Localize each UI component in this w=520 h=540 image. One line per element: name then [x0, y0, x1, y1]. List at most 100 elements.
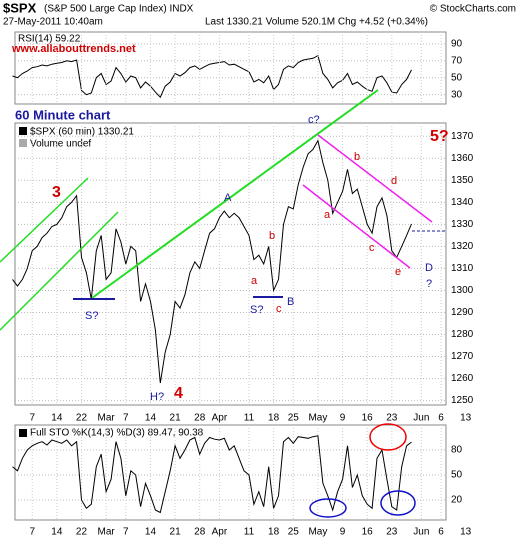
x-tick-label: 14	[145, 527, 157, 538]
wave-label: A	[224, 192, 232, 204]
x-tick-label: 23	[386, 413, 398, 424]
x-tick-label: 7	[29, 413, 35, 424]
highlight	[309, 498, 347, 518]
wave-label: b	[354, 151, 360, 163]
x-tick-label: 22	[76, 527, 88, 538]
source: © StockCharts.com	[430, 4, 516, 15]
y-tick-label: 1270	[451, 351, 474, 362]
sto-title: Full STO %K(14,3) %D(3) 89.47, 90.38	[30, 428, 204, 439]
y-tick-label: 1360	[451, 153, 474, 164]
y-tick-label: 1310	[451, 263, 474, 274]
y-tick-label: 1340	[451, 197, 474, 208]
x-tick-label: 11	[244, 527, 255, 538]
wave-label: c?	[308, 114, 320, 126]
price-subtitle: Volume undef	[30, 139, 91, 150]
price-title: $SPX (60 min) 1330.21	[30, 127, 134, 138]
x-tick-label: 6	[438, 413, 444, 424]
x-tick-label: 7	[123, 527, 129, 538]
x-tick-label: 11	[244, 413, 255, 424]
x-tick-label: 9	[340, 413, 346, 424]
annotations: 3 S? H? 4 A a b c S? B c? a b c d e D ? …	[0, 89, 449, 518]
legend-swatch	[19, 429, 27, 437]
trend-line	[0, 177, 89, 263]
x-tick-label: 21	[170, 527, 182, 538]
series-line	[12, 54, 412, 99]
y-tick-label: 50	[451, 470, 463, 481]
symbol: $SPX	[3, 0, 37, 15]
date: 27-May-2011 10:40am	[3, 17, 103, 28]
channel-line	[302, 184, 411, 269]
y-tick-label: 1250	[451, 395, 474, 406]
y-tick-label: 1320	[451, 241, 474, 252]
wave-label: H?	[150, 391, 164, 403]
x-tick-label: 28	[194, 413, 206, 424]
wave-label: S?	[250, 304, 263, 316]
legend-swatch	[19, 139, 27, 147]
wave-label: ?	[426, 278, 432, 290]
y-tick-label: 90	[451, 38, 463, 49]
highlight	[380, 490, 416, 516]
sto-frame	[14, 424, 447, 521]
y-tick-label: 1300	[451, 285, 474, 296]
x-tick-label: Jun	[413, 527, 429, 538]
x-tick-label: Apr	[212, 413, 228, 424]
x-tick-label: 13	[460, 527, 472, 538]
wave-label: d	[391, 175, 397, 187]
y-tick-label: 1280	[451, 329, 474, 340]
trend-line	[91, 89, 379, 299]
x-tick-label: 21	[170, 413, 182, 424]
x-tick-label: Apr	[212, 527, 228, 538]
legend-swatch	[19, 127, 27, 135]
x-tick-label: 25	[288, 413, 300, 424]
wave-label: a	[324, 209, 331, 221]
x-tick-label: 16	[362, 413, 374, 424]
x-tick-label: 18	[268, 413, 280, 424]
y-tick-label: 70	[451, 55, 463, 66]
chart-note: 60 Minute chart	[15, 107, 111, 122]
y-tick-label: 1330	[451, 219, 474, 230]
price-frame	[14, 122, 447, 406]
wave-label: b	[269, 230, 275, 242]
wave-label: 5?	[430, 128, 449, 145]
site: www.allabouttrends.net	[11, 43, 136, 55]
wave-label: 4	[174, 385, 183, 402]
y-tick-label: 30	[451, 89, 463, 100]
wave-label: S?	[85, 310, 98, 322]
highlight	[369, 423, 407, 451]
wave-label: D	[425, 262, 433, 274]
x-tick-label: May	[308, 413, 327, 424]
channel-line	[317, 134, 433, 223]
x-tick-label: 18	[268, 527, 280, 538]
x-tick-label: 16	[362, 527, 374, 538]
x-tick-label: Jun	[413, 413, 429, 424]
x-tick-label: 14	[51, 413, 63, 424]
x-tick-label: Mar	[98, 527, 116, 538]
wave-label: c	[276, 303, 282, 315]
y-tick-label: 1260	[451, 373, 474, 384]
x-tick-label: 22	[76, 413, 88, 424]
rsi-title: RSI(14) 59.22	[18, 34, 81, 45]
x-tick-label: 9	[340, 527, 346, 538]
x-tick-label: 28	[194, 527, 206, 538]
y-tick-label: 50	[451, 72, 463, 83]
rsi-frame	[14, 31, 447, 105]
wave-label: c	[369, 242, 375, 254]
trend-line	[0, 211, 119, 331]
x-tick-label: Mar	[98, 413, 116, 424]
x-tick-label: 14	[145, 413, 157, 424]
x-tick-label: 7	[29, 527, 35, 538]
x-tick-label: 23	[386, 527, 398, 538]
wave-label: a	[251, 275, 258, 287]
y-tick-label: 1370	[451, 131, 474, 142]
x-tick-label: 7	[123, 413, 129, 424]
symbol-name: (S&P 500 Large Cap Index) INDX	[44, 4, 194, 15]
x-tick-label: 6	[438, 527, 444, 538]
y-tick-label: 1350	[451, 175, 474, 186]
y-tick-label: 80	[451, 445, 463, 456]
x-tick-label: 14	[51, 527, 63, 538]
wave-label: e	[395, 266, 401, 278]
x-tick-label: May	[308, 527, 327, 538]
x-tick-label: 25	[288, 527, 300, 538]
series-line	[12, 435, 412, 514]
